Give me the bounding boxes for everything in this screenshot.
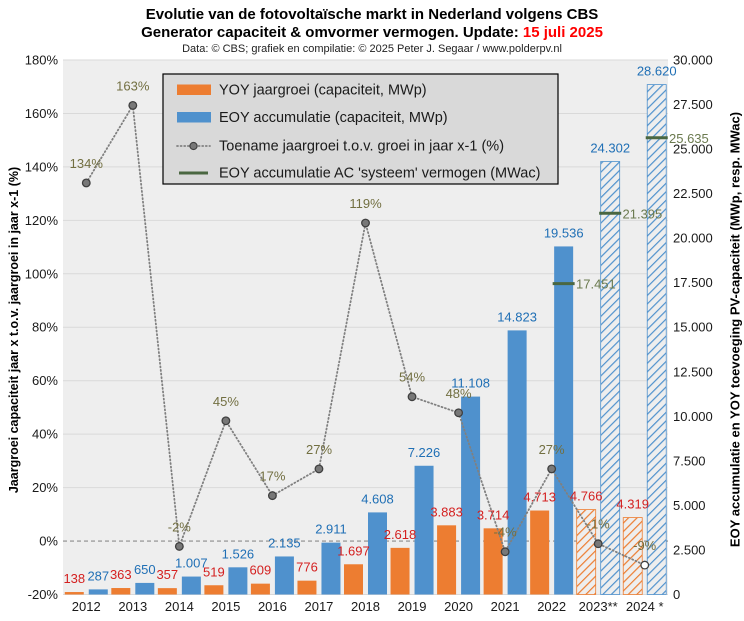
svg-text:4.713: 4.713 [523, 490, 556, 505]
svg-text:2019: 2019 [398, 599, 427, 614]
svg-text:2.618: 2.618 [384, 527, 417, 542]
svg-text:1.697: 1.697 [337, 543, 370, 558]
svg-text:2012: 2012 [72, 599, 101, 614]
svg-text:80%: 80% [32, 320, 58, 335]
svg-text:1.526: 1.526 [222, 546, 255, 561]
svg-text:25.635: 25.635 [669, 131, 709, 146]
svg-text:776: 776 [296, 560, 318, 575]
svg-text:-9%: -9% [633, 538, 657, 553]
svg-text:27%: 27% [539, 442, 565, 457]
svg-text:17.500: 17.500 [673, 275, 713, 290]
svg-text:54%: 54% [399, 370, 425, 385]
svg-text:650: 650 [134, 562, 156, 577]
svg-text:160%: 160% [25, 106, 59, 121]
svg-text:2021: 2021 [491, 599, 520, 614]
svg-text:2024 *: 2024 * [626, 599, 664, 614]
svg-text:2.911: 2.911 [315, 522, 347, 537]
svg-text:19.536: 19.536 [544, 225, 584, 240]
svg-text:1.007: 1.007 [175, 556, 208, 571]
svg-text:2016: 2016 [258, 599, 287, 614]
svg-text:0%: 0% [39, 534, 58, 549]
svg-text:7.226: 7.226 [408, 445, 441, 460]
svg-text:120%: 120% [25, 213, 59, 228]
svg-text:EOY accumulatie AC 'systeem' v: EOY accumulatie AC 'systeem' vermogen (M… [219, 166, 540, 182]
svg-text:140%: 140% [25, 159, 59, 174]
svg-text:3.714: 3.714 [477, 507, 510, 522]
svg-text:20.000: 20.000 [673, 231, 713, 246]
svg-text:24.302: 24.302 [590, 141, 630, 156]
svg-text:287: 287 [87, 568, 109, 583]
svg-text:609: 609 [250, 563, 272, 578]
svg-text:180%: 180% [25, 53, 59, 68]
svg-text:163%: 163% [116, 78, 150, 93]
svg-text:YOY jaargroei (capaciteit, MWp: YOY jaargroei (capaciteit, MWp) [219, 83, 427, 99]
svg-text:40%: 40% [32, 427, 58, 442]
svg-text:14.823: 14.823 [497, 309, 537, 324]
svg-text:2.500: 2.500 [673, 542, 706, 557]
svg-text:17.451: 17.451 [576, 277, 616, 292]
svg-text:30.000: 30.000 [673, 53, 713, 68]
svg-text:4.319: 4.319 [616, 497, 649, 512]
svg-text:2014: 2014 [165, 599, 194, 614]
svg-text:2023**: 2023** [579, 599, 618, 614]
svg-text:119%: 119% [349, 196, 382, 211]
svg-text:2.135: 2.135 [268, 536, 301, 551]
svg-text:-4%: -4% [494, 525, 518, 540]
svg-text:45%: 45% [213, 394, 239, 409]
svg-text:48%: 48% [446, 386, 472, 401]
svg-text:3.883: 3.883 [430, 504, 463, 519]
svg-text:100%: 100% [25, 266, 59, 281]
svg-text:4.608: 4.608 [361, 491, 394, 506]
svg-text:2017: 2017 [304, 599, 333, 614]
svg-text:EOY accumulatie (capaciteit, M: EOY accumulatie (capaciteit, MWp) [219, 110, 448, 126]
svg-text:10.000: 10.000 [673, 409, 713, 424]
svg-text:-20%: -20% [28, 587, 59, 602]
svg-text:2015: 2015 [211, 599, 240, 614]
svg-text:2020: 2020 [444, 599, 473, 614]
svg-text:27%: 27% [306, 442, 332, 457]
svg-text:363: 363 [110, 567, 132, 582]
svg-text:-2%: -2% [168, 519, 192, 534]
svg-text:27.500: 27.500 [673, 97, 713, 112]
svg-text:21.395: 21.395 [623, 206, 663, 221]
svg-text:15.000: 15.000 [673, 320, 713, 335]
svg-text:-1%: -1% [587, 517, 611, 532]
svg-text:4.766: 4.766 [570, 489, 603, 504]
svg-text:17%: 17% [259, 469, 285, 484]
svg-text:2013: 2013 [118, 599, 147, 614]
svg-text:60%: 60% [32, 373, 58, 388]
svg-text:2022: 2022 [537, 599, 566, 614]
svg-text:0: 0 [673, 587, 680, 602]
svg-text:12.500: 12.500 [673, 364, 713, 379]
svg-text:Toename jaargroei t.o.v. groei: Toename jaargroei t.o.v. groei in jaar x… [219, 139, 504, 155]
svg-text:7.500: 7.500 [673, 453, 706, 468]
svg-text:22.500: 22.500 [673, 186, 713, 201]
svg-text:138: 138 [63, 571, 85, 586]
svg-text:5.000: 5.000 [673, 498, 706, 513]
svg-text:134%: 134% [70, 156, 104, 171]
svg-text:20%: 20% [32, 480, 58, 495]
svg-text:28.620: 28.620 [637, 64, 677, 79]
svg-text:2018: 2018 [351, 599, 380, 614]
